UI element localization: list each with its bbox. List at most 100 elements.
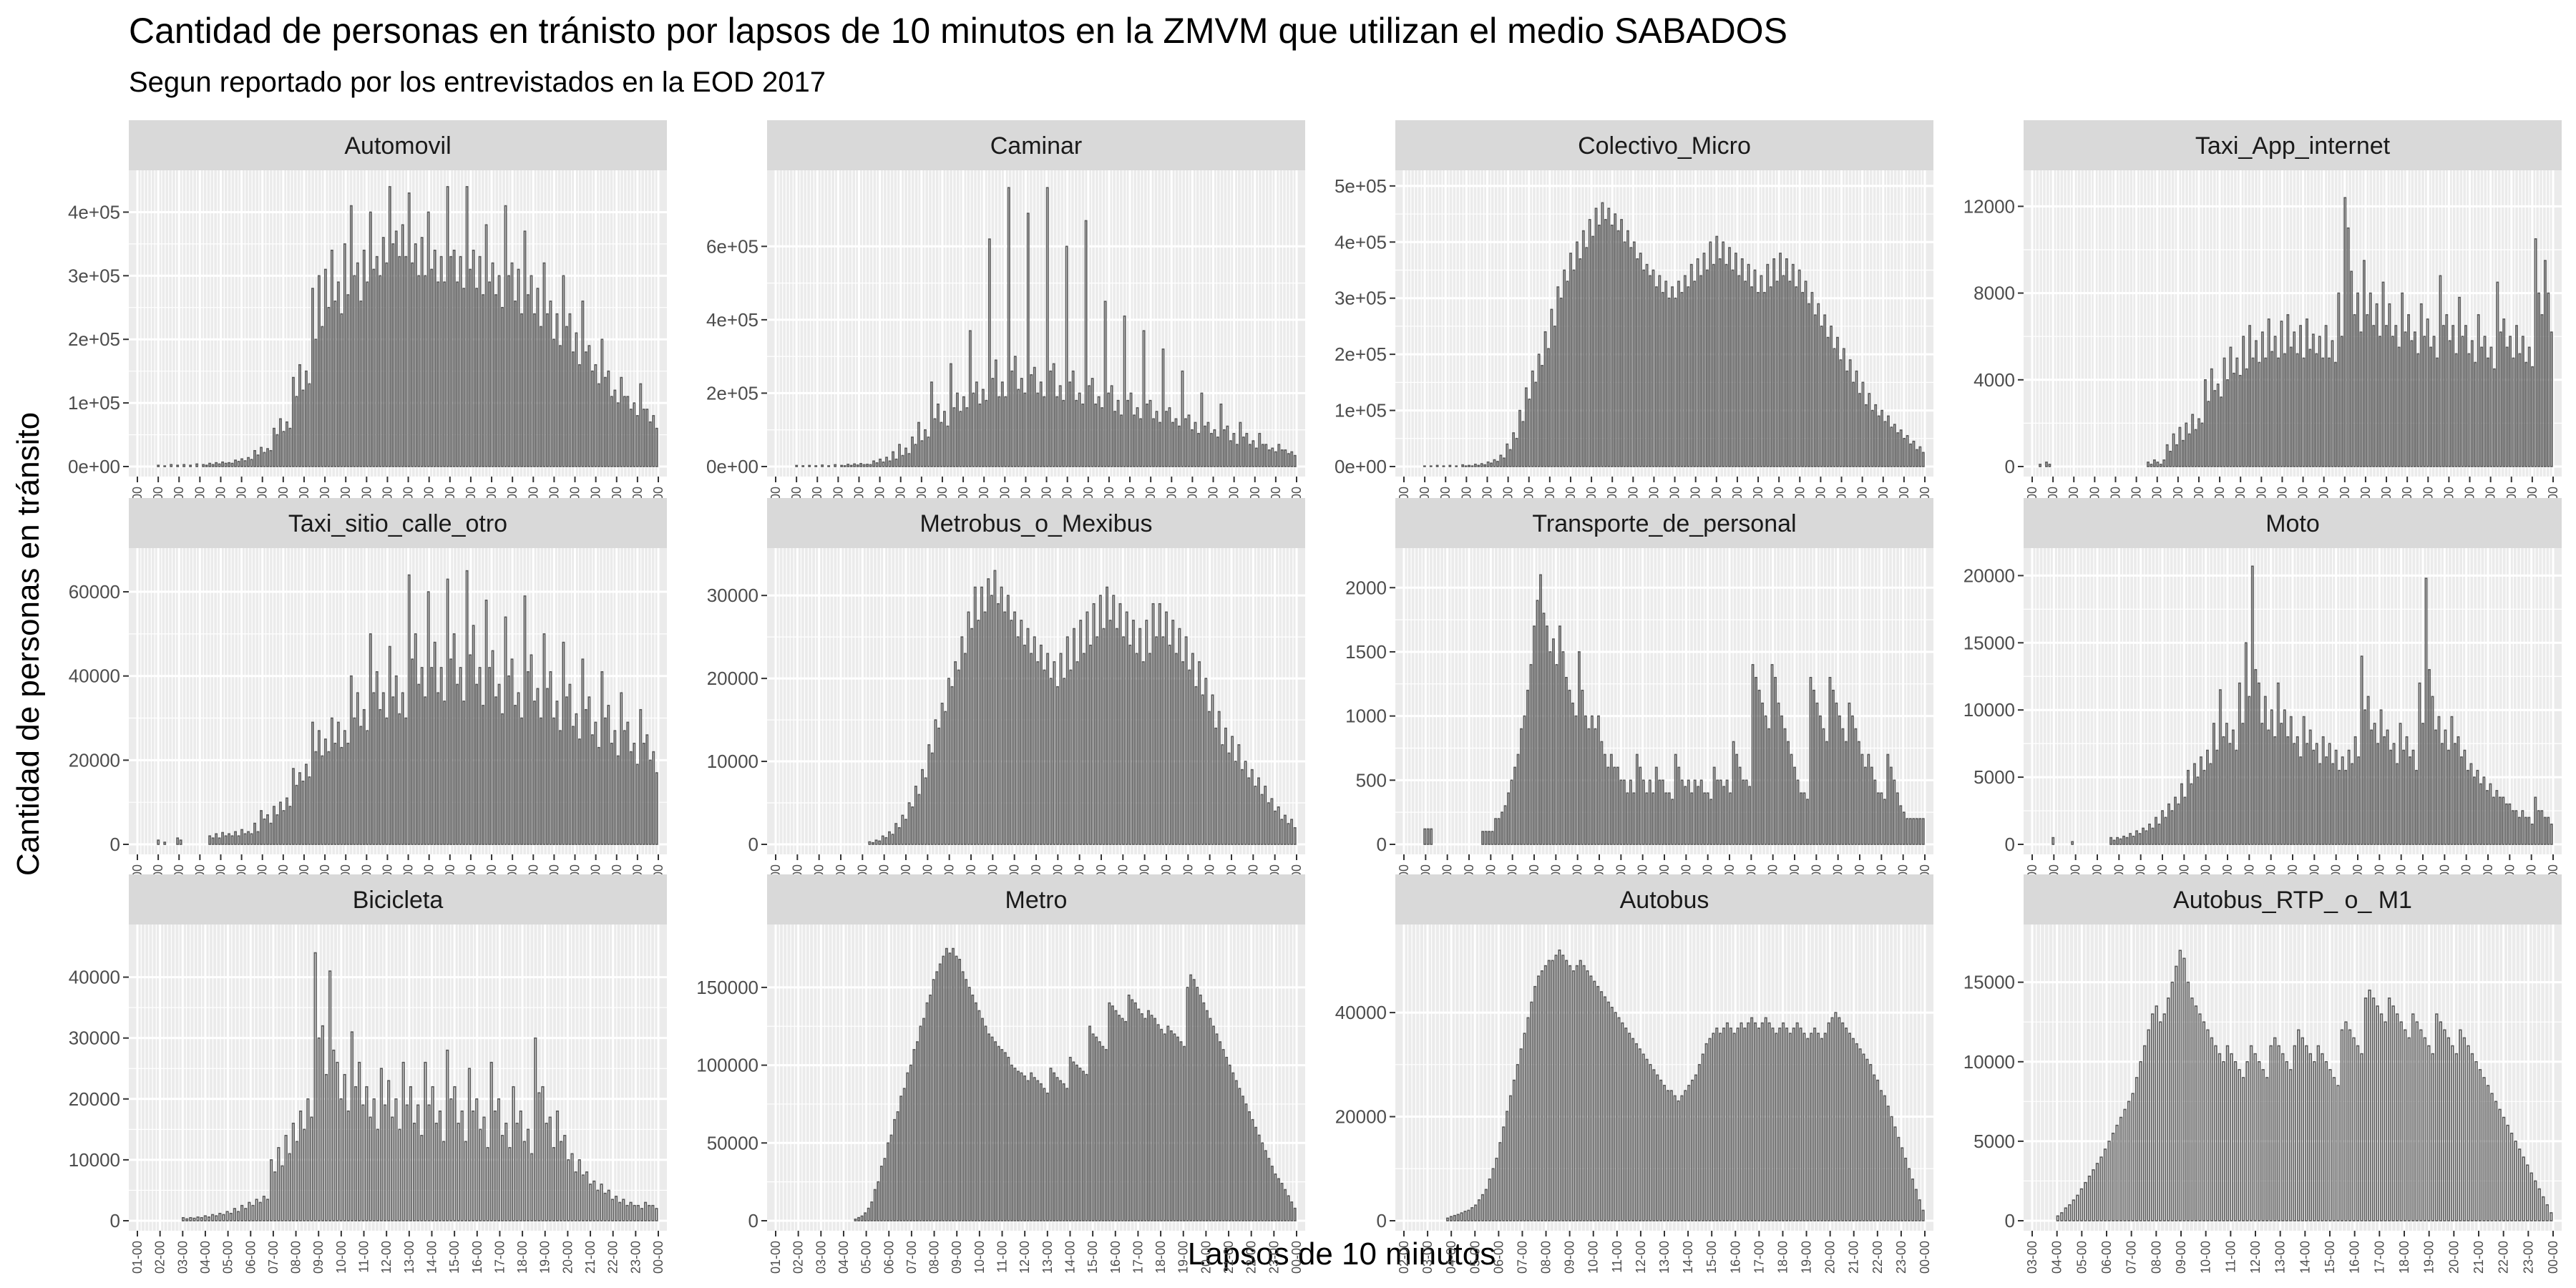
bar xyxy=(1757,292,1760,467)
bar xyxy=(501,306,504,467)
bar xyxy=(548,1116,552,1221)
bar xyxy=(870,1201,874,1221)
bar xyxy=(1833,348,1836,467)
bar xyxy=(1543,965,1547,1221)
bar xyxy=(977,620,980,845)
bar xyxy=(1750,1017,1754,1221)
bar xyxy=(1791,263,1795,467)
y-tick-label: 8000 xyxy=(1974,283,2015,304)
bar xyxy=(1813,314,1817,467)
bar xyxy=(1189,974,1193,1221)
bar xyxy=(2421,723,2424,845)
bar xyxy=(1254,447,1258,467)
bar xyxy=(894,458,898,467)
bar xyxy=(1760,275,1763,467)
x-tick-label: 14-00 xyxy=(424,1241,439,1274)
bar xyxy=(868,841,872,845)
bar xyxy=(530,654,533,845)
bar xyxy=(1053,661,1056,845)
bar xyxy=(2071,841,2074,845)
bar xyxy=(1810,1033,1813,1221)
bar xyxy=(394,1098,398,1221)
bar xyxy=(244,1208,248,1221)
bar xyxy=(2448,340,2451,467)
bar xyxy=(1491,831,1494,845)
bar xyxy=(2458,296,2461,467)
bar xyxy=(1501,811,1503,845)
facet-caminar: Caminar0e+002e+054e+056e+0523-0000-0001-… xyxy=(706,120,1305,519)
bar xyxy=(2534,796,2537,845)
bar xyxy=(1084,220,1088,467)
bar xyxy=(391,243,395,467)
bar xyxy=(2172,433,2175,467)
bar xyxy=(2356,1045,2360,1221)
bar xyxy=(2480,346,2484,467)
x-tick-label: 20-00 xyxy=(560,1241,575,1274)
x-axis-label: Lapsos de 10 minutos xyxy=(1188,1236,1496,1272)
bar xyxy=(356,692,359,845)
bar xyxy=(484,600,488,845)
bar xyxy=(1809,677,1813,845)
bar xyxy=(253,449,256,467)
bar xyxy=(2431,1053,2434,1221)
bar xyxy=(346,294,350,467)
bar xyxy=(1732,1033,1736,1221)
x-tick-label: 07-00 xyxy=(266,1241,280,1274)
bar xyxy=(1738,766,1742,845)
x-tick-label: 20-00 xyxy=(1823,1241,1838,1274)
bar xyxy=(2289,1069,2293,1221)
bar xyxy=(234,459,237,467)
bar xyxy=(2454,1053,2459,1221)
bar xyxy=(1155,411,1158,467)
bar xyxy=(2157,824,2161,845)
bar xyxy=(1772,258,1776,467)
bar xyxy=(2238,374,2242,467)
bar xyxy=(1519,1048,1523,1221)
bar xyxy=(1293,1207,1297,1221)
bar xyxy=(1108,1002,1111,1221)
bar xyxy=(1864,404,1868,467)
bar xyxy=(1110,385,1113,467)
bar xyxy=(2238,1069,2241,1221)
bar xyxy=(1563,269,1566,467)
bar xyxy=(1764,1017,1767,1221)
bar xyxy=(1904,1157,1908,1221)
bar xyxy=(1802,1033,1806,1221)
bar xyxy=(1579,960,1582,1221)
bar xyxy=(381,237,385,467)
bar xyxy=(1606,766,1610,845)
bar xyxy=(1740,258,1744,467)
bar xyxy=(655,772,658,845)
bar xyxy=(1836,336,1839,467)
bar xyxy=(2368,989,2371,1221)
bar xyxy=(584,708,587,845)
bar xyxy=(1161,636,1165,845)
bar xyxy=(1788,280,1792,467)
bar xyxy=(1617,1017,1621,1221)
bar xyxy=(1790,753,1793,845)
bar xyxy=(494,294,497,467)
bar xyxy=(2079,1188,2084,1221)
bar xyxy=(2397,346,2401,467)
bar xyxy=(2340,1029,2344,1221)
bar xyxy=(2293,331,2296,467)
bar xyxy=(1817,303,1820,467)
bar xyxy=(873,1189,877,1221)
bar xyxy=(648,759,652,845)
bar xyxy=(1122,636,1126,845)
bar xyxy=(2164,816,2167,845)
bar xyxy=(1284,1189,1287,1221)
bar xyxy=(1876,1079,1880,1221)
bar xyxy=(388,186,391,467)
bar xyxy=(1045,187,1049,467)
bar xyxy=(1280,819,1284,845)
bar xyxy=(1624,1028,1628,1221)
bar xyxy=(1287,453,1290,467)
bar xyxy=(1528,399,1531,467)
bar xyxy=(1430,828,1433,845)
bar xyxy=(1537,975,1541,1221)
bar xyxy=(1123,315,1126,467)
bar xyxy=(1448,464,1452,467)
bar xyxy=(401,692,404,845)
